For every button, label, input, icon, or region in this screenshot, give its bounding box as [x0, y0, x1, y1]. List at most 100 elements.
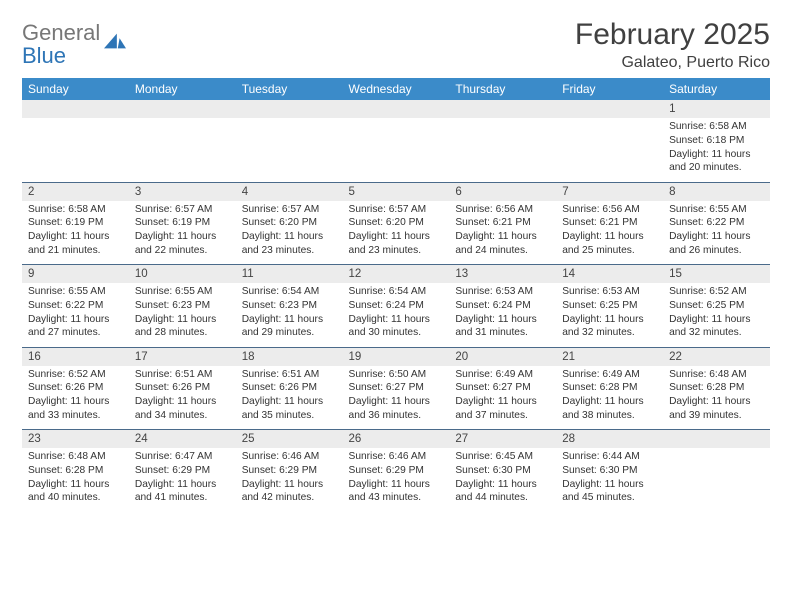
day-number: 1 — [663, 100, 770, 118]
day-cell: Sunrise: 6:55 AMSunset: 6:22 PMDaylight:… — [663, 201, 770, 265]
sunset-text: Sunset: 6:21 PM — [562, 216, 657, 230]
day-cell — [22, 118, 129, 182]
day-number-row: 16 17 18 19 20 21 22 — [22, 347, 770, 366]
day-cell — [556, 118, 663, 182]
sunset-text: Sunset: 6:26 PM — [135, 381, 230, 395]
day-number — [449, 100, 556, 118]
day-cell — [343, 118, 450, 182]
day-detail-row: Sunrise: 6:58 AMSunset: 6:18 PMDaylight:… — [22, 118, 770, 182]
day-cell: Sunrise: 6:51 AMSunset: 6:26 PMDaylight:… — [129, 366, 236, 430]
daylight-text: Daylight: 11 hours — [349, 478, 444, 492]
day-detail-row: Sunrise: 6:48 AMSunset: 6:28 PMDaylight:… — [22, 448, 770, 512]
day-number: 7 — [556, 182, 663, 201]
day-cell: Sunrise: 6:53 AMSunset: 6:24 PMDaylight:… — [449, 283, 556, 347]
sunrise-text: Sunrise: 6:51 AM — [135, 368, 230, 382]
month-title: February 2025 — [575, 18, 770, 52]
day-cell: Sunrise: 6:57 AMSunset: 6:19 PMDaylight:… — [129, 201, 236, 265]
day-number: 4 — [236, 182, 343, 201]
day-cell: Sunrise: 6:58 AMSunset: 6:18 PMDaylight:… — [663, 118, 770, 182]
day-cell: Sunrise: 6:56 AMSunset: 6:21 PMDaylight:… — [556, 201, 663, 265]
day-cell: Sunrise: 6:49 AMSunset: 6:27 PMDaylight:… — [449, 366, 556, 430]
daylight-text: Daylight: 11 hours — [28, 478, 123, 492]
daylight-text-cont: and 32 minutes. — [669, 326, 764, 340]
daylight-text-cont: and 35 minutes. — [242, 409, 337, 423]
calendar-body: 1 Sunrise: 6:58 AMSunset: 6:18 PMDayligh… — [22, 100, 770, 512]
day-cell: Sunrise: 6:54 AMSunset: 6:24 PMDaylight:… — [343, 283, 450, 347]
weekday-header-row: Sunday Monday Tuesday Wednesday Thursday… — [22, 78, 770, 100]
day-number-row: 2 3 4 5 6 7 8 — [22, 182, 770, 201]
daylight-text-cont: and 23 minutes. — [349, 244, 444, 258]
weekday-header: Saturday — [663, 78, 770, 100]
daylight-text: Daylight: 11 hours — [455, 478, 550, 492]
day-cell: Sunrise: 6:55 AMSunset: 6:22 PMDaylight:… — [22, 283, 129, 347]
daylight-text-cont: and 30 minutes. — [349, 326, 444, 340]
daylight-text-cont: and 34 minutes. — [135, 409, 230, 423]
weekday-header: Tuesday — [236, 78, 343, 100]
day-number: 15 — [663, 265, 770, 284]
daylight-text: Daylight: 11 hours — [455, 313, 550, 327]
daylight-text-cont: and 41 minutes. — [135, 491, 230, 505]
daylight-text-cont: and 40 minutes. — [28, 491, 123, 505]
day-number: 10 — [129, 265, 236, 284]
sunset-text: Sunset: 6:29 PM — [242, 464, 337, 478]
day-number: 20 — [449, 347, 556, 366]
sunset-text: Sunset: 6:22 PM — [669, 216, 764, 230]
day-cell: Sunrise: 6:56 AMSunset: 6:21 PMDaylight:… — [449, 201, 556, 265]
daylight-text-cont: and 42 minutes. — [242, 491, 337, 505]
daylight-text-cont: and 25 minutes. — [562, 244, 657, 258]
weekday-header: Thursday — [449, 78, 556, 100]
daylight-text: Daylight: 11 hours — [562, 313, 657, 327]
day-number-row: 1 — [22, 100, 770, 118]
day-number: 21 — [556, 347, 663, 366]
weekday-header: Wednesday — [343, 78, 450, 100]
day-number: 17 — [129, 347, 236, 366]
daylight-text: Daylight: 11 hours — [669, 148, 764, 162]
weekday-header: Friday — [556, 78, 663, 100]
sunset-text: Sunset: 6:23 PM — [242, 299, 337, 313]
day-cell: Sunrise: 6:45 AMSunset: 6:30 PMDaylight:… — [449, 448, 556, 512]
day-number: 18 — [236, 347, 343, 366]
sunset-text: Sunset: 6:19 PM — [28, 216, 123, 230]
daylight-text: Daylight: 11 hours — [455, 395, 550, 409]
day-number: 3 — [129, 182, 236, 201]
daylight-text-cont: and 23 minutes. — [242, 244, 337, 258]
day-number: 27 — [449, 430, 556, 449]
day-detail-row: Sunrise: 6:52 AMSunset: 6:26 PMDaylight:… — [22, 366, 770, 430]
day-detail-row: Sunrise: 6:58 AMSunset: 6:19 PMDaylight:… — [22, 201, 770, 265]
location-subtitle: Galateo, Puerto Rico — [575, 54, 770, 72]
day-cell: Sunrise: 6:46 AMSunset: 6:29 PMDaylight:… — [343, 448, 450, 512]
weekday-header: Monday — [129, 78, 236, 100]
daylight-text-cont: and 44 minutes. — [455, 491, 550, 505]
sunrise-text: Sunrise: 6:44 AM — [562, 450, 657, 464]
day-cell: Sunrise: 6:54 AMSunset: 6:23 PMDaylight:… — [236, 283, 343, 347]
daylight-text-cont: and 32 minutes. — [562, 326, 657, 340]
daylight-text: Daylight: 11 hours — [669, 395, 764, 409]
day-number — [663, 430, 770, 449]
daylight-text: Daylight: 11 hours — [28, 313, 123, 327]
sunrise-text: Sunrise: 6:50 AM — [349, 368, 444, 382]
daylight-text: Daylight: 11 hours — [349, 313, 444, 327]
daylight-text: Daylight: 11 hours — [135, 313, 230, 327]
day-cell: Sunrise: 6:55 AMSunset: 6:23 PMDaylight:… — [129, 283, 236, 347]
daylight-text: Daylight: 11 hours — [562, 395, 657, 409]
day-cell: Sunrise: 6:46 AMSunset: 6:29 PMDaylight:… — [236, 448, 343, 512]
day-cell: Sunrise: 6:52 AMSunset: 6:26 PMDaylight:… — [22, 366, 129, 430]
day-number: 2 — [22, 182, 129, 201]
calendar-page: General Blue February 2025 Galateo, Puer… — [0, 0, 792, 522]
sunrise-text: Sunrise: 6:51 AM — [242, 368, 337, 382]
daylight-text: Daylight: 11 hours — [28, 395, 123, 409]
daylight-text-cont: and 31 minutes. — [455, 326, 550, 340]
daylight-text: Daylight: 11 hours — [135, 395, 230, 409]
daylight-text-cont: and 20 minutes. — [669, 161, 764, 175]
day-number: 8 — [663, 182, 770, 201]
daylight-text: Daylight: 11 hours — [135, 478, 230, 492]
calendar-table: Sunday Monday Tuesday Wednesday Thursday… — [22, 78, 770, 512]
daylight-text-cont: and 22 minutes. — [135, 244, 230, 258]
day-number: 5 — [343, 182, 450, 201]
sunset-text: Sunset: 6:22 PM — [28, 299, 123, 313]
sunrise-text: Sunrise: 6:58 AM — [28, 203, 123, 217]
sunset-text: Sunset: 6:18 PM — [669, 134, 764, 148]
daylight-text-cont: and 39 minutes. — [669, 409, 764, 423]
daylight-text-cont: and 26 minutes. — [669, 244, 764, 258]
sunrise-text: Sunrise: 6:54 AM — [242, 285, 337, 299]
